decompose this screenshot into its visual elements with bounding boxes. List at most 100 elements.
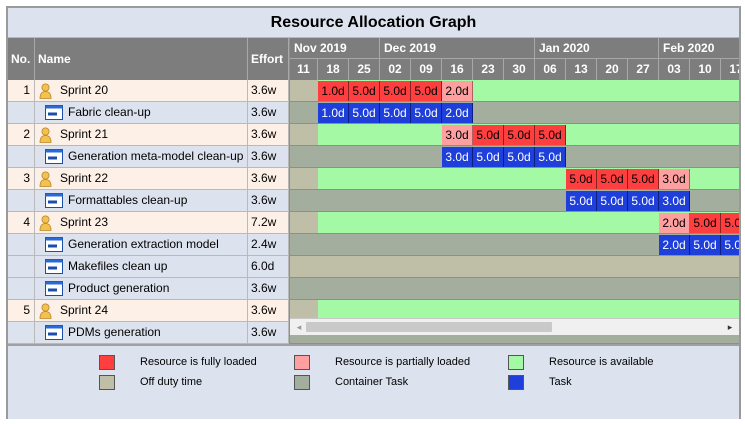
column-header-effort[interactable]: Effort bbox=[248, 38, 289, 80]
allocation-bar[interactable]: 5.0d bbox=[473, 147, 504, 167]
timeline-row[interactable] bbox=[290, 256, 739, 278]
row-name: Formattables clean-up bbox=[68, 193, 188, 207]
row-name-cell[interactable]: Generation meta-model clean-up bbox=[35, 146, 248, 168]
legend-label: Container Task bbox=[335, 376, 409, 388]
task-row[interactable]: Generation meta-model clean-up 3.6w bbox=[8, 146, 289, 168]
allocation-bar[interactable]: 1.0d bbox=[318, 103, 349, 123]
allocation-bar[interactable]: 5.0d bbox=[380, 81, 411, 101]
resource-row[interactable]: 1 Sprint 20 3.6w bbox=[8, 80, 289, 102]
off-duty-segment bbox=[290, 168, 318, 189]
timeline-row[interactable]: 3.0d 5.0d 5.0d 5.0d bbox=[290, 146, 739, 168]
timeline-row[interactable]: 2.0d5.0d5.0d bbox=[290, 234, 739, 256]
resource-row[interactable]: 2 Sprint 21 3.6w bbox=[8, 124, 289, 146]
allocation-bar[interactable]: 5.0d bbox=[690, 235, 721, 255]
row-name: Sprint 20 bbox=[60, 83, 109, 97]
task-window-icon bbox=[45, 105, 63, 120]
row-name-cell[interactable]: Formattables clean-up bbox=[35, 190, 248, 212]
scroll-left-arrow-icon[interactable]: ◂ bbox=[296, 322, 302, 332]
scroll-right-arrow-icon[interactable]: ▸ bbox=[727, 322, 733, 332]
container-segment bbox=[290, 234, 739, 255]
row-number: 2 bbox=[8, 124, 35, 146]
allocation-bar[interactable]: 5.0d bbox=[411, 81, 442, 101]
allocation-bar[interactable]: 3.0d bbox=[659, 169, 690, 189]
week-header: 18 bbox=[318, 59, 349, 80]
task-row[interactable]: Product generation 3.6w bbox=[8, 278, 289, 300]
task-row[interactable]: Fabric clean-up 3.6w bbox=[8, 102, 289, 124]
row-name-cell[interactable]: Product generation bbox=[35, 278, 248, 300]
task-window-icon bbox=[45, 193, 63, 208]
row-name-cell[interactable]: PDMs generation bbox=[35, 322, 248, 344]
row-number: 3 bbox=[8, 168, 35, 190]
row-name-cell[interactable]: Makefiles clean up bbox=[35, 256, 248, 278]
row-name: Fabric clean-up bbox=[68, 105, 151, 119]
allocation-bar[interactable]: 5.0d bbox=[504, 147, 535, 167]
allocation-bar[interactable]: 5.0d bbox=[535, 147, 566, 167]
column-header-name[interactable]: Name bbox=[35, 38, 248, 80]
timeline-row[interactable]: 3.0d 5.0d 5.0d 5.0d bbox=[290, 124, 739, 146]
off-duty-segment bbox=[290, 80, 318, 101]
timeline-row[interactable] bbox=[290, 300, 739, 322]
allocation-bar[interactable]: 5.0d bbox=[349, 103, 380, 123]
week-header: 23 bbox=[473, 59, 504, 80]
row-name-cell[interactable]: Sprint 20 bbox=[35, 80, 248, 102]
week-header: 27 bbox=[628, 59, 659, 80]
row-name-cell[interactable]: Generation extraction model bbox=[35, 234, 248, 256]
allocation-bar[interactable]: 5.0d bbox=[504, 125, 535, 145]
allocation-bar[interactable]: 2.0d bbox=[442, 103, 473, 123]
row-name-cell[interactable]: Fabric clean-up bbox=[35, 102, 248, 124]
allocation-bar[interactable]: 5.0d bbox=[628, 191, 659, 211]
allocation-bar[interactable]: 5.0d bbox=[628, 169, 659, 189]
legend: Resource is fully loaded Resource is part… bbox=[8, 344, 739, 419]
task-row[interactable]: Makefiles clean up 6.0d bbox=[8, 256, 289, 278]
horizontal-scrollbar[interactable]: ◂ ▸ bbox=[290, 318, 739, 335]
allocation-bar[interactable]: 5.0d bbox=[535, 125, 566, 145]
allocation-bar[interactable]: 5.0d bbox=[349, 81, 380, 101]
timeline-row[interactable] bbox=[290, 278, 739, 300]
allocation-bar[interactable]: 2.0d bbox=[442, 81, 473, 101]
allocation-bar[interactable]: 1.0d bbox=[318, 81, 349, 101]
timeline-row[interactable]: 5.0d 5.0d 5.0d 3.0d bbox=[290, 168, 739, 190]
row-name: Makefiles clean up bbox=[68, 259, 168, 273]
task-row[interactable]: Generation extraction model 2.4w bbox=[8, 234, 289, 256]
timeline-row[interactable]: 1.0d 5.0d 5.0d 5.0d 2.0d bbox=[290, 80, 739, 102]
allocation-bar[interactable]: 5.0d bbox=[566, 191, 597, 211]
row-name-cell[interactable]: Sprint 21 bbox=[35, 124, 248, 146]
timeline-row[interactable]: 1.0d 5.0d 5.0d 5.0d 2.0d bbox=[290, 102, 739, 124]
week-header: 30 bbox=[504, 59, 535, 80]
row-name-cell[interactable]: Sprint 24 bbox=[35, 300, 248, 322]
resource-row[interactable]: 5 Sprint 24 3.6w bbox=[8, 300, 289, 322]
row-name-cell[interactable]: Sprint 22 bbox=[35, 168, 248, 190]
allocation-bar[interactable]: 5.0d bbox=[411, 103, 442, 123]
scrollbar-thumb[interactable] bbox=[306, 322, 552, 332]
week-header: 25 bbox=[349, 59, 380, 80]
allocation-bar[interactable]: 5.0d bbox=[597, 169, 628, 189]
timeline-row[interactable]: 5.0d 5.0d 5.0d 3.0d bbox=[290, 190, 739, 212]
allocation-bar[interactable]: 3.0d bbox=[442, 125, 473, 145]
task-row[interactable]: Formattables clean-up 3.6w bbox=[8, 190, 289, 212]
allocation-bar[interactable]: 3.0d bbox=[659, 191, 690, 211]
gantt-body: No. Name Effort 1 Sprint 20 3.6w Fabric cle… bbox=[8, 38, 739, 344]
allocation-bar[interactable]: 5.0d bbox=[380, 103, 411, 123]
row-effort: 3.6w bbox=[248, 168, 289, 190]
allocation-bar[interactable]: 5.0d bbox=[721, 235, 739, 255]
allocation-bar[interactable]: 5.0d bbox=[597, 191, 628, 211]
row-number: 5 bbox=[8, 300, 35, 322]
allocation-bar[interactable]: 2.0d bbox=[659, 235, 690, 255]
task-row[interactable]: PDMs generation 3.6w bbox=[8, 322, 289, 344]
row-name-cell[interactable]: Sprint 23 bbox=[35, 212, 248, 234]
allocation-bar[interactable]: 5.0d bbox=[566, 169, 597, 189]
allocation-bar[interactable]: 5.0d bbox=[473, 125, 504, 145]
allocation-bar[interactable]: 5.0d bbox=[690, 213, 721, 233]
row-number bbox=[8, 234, 35, 256]
resource-row[interactable]: 3 Sprint 22 3.6w bbox=[8, 168, 289, 190]
column-header-no[interactable]: No. bbox=[8, 38, 35, 80]
legend-label: Task bbox=[549, 376, 572, 388]
person-icon bbox=[39, 83, 52, 99]
resource-row[interactable]: 4 Sprint 23 7.2w bbox=[8, 212, 289, 234]
legend-swatch bbox=[99, 375, 115, 390]
row-name: Sprint 22 bbox=[60, 171, 109, 185]
timeline-row[interactable]: 2.0d5.0d5.0d bbox=[290, 212, 739, 234]
allocation-bar[interactable]: 3.0d bbox=[442, 147, 473, 167]
allocation-bar[interactable]: 5.0d bbox=[721, 213, 739, 233]
allocation-bar[interactable]: 2.0d bbox=[659, 213, 690, 233]
